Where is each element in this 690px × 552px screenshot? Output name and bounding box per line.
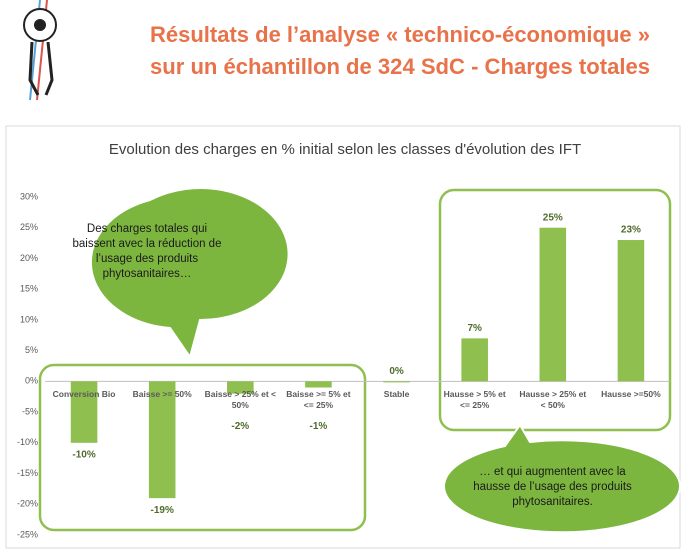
bar [383,381,410,383]
callout-text: … et qui augmentent avec la hausse de l’… [473,466,632,508]
value-label: -10% [72,449,95,460]
value-label: -2% [231,421,249,432]
slide-title: sur un échantillon de 324 SdC - Charges … [150,54,650,79]
bar [148,381,176,499]
callout-bubble [443,423,682,534]
y-tick-label: -20% [17,499,38,509]
group-frame [438,188,672,432]
callout-bubble [89,187,290,360]
value-label: 7% [467,323,482,334]
x-tick-label: Baisse > 25% et < 50% [204,389,276,411]
y-tick-label: 0% [25,376,38,386]
y-tick-label: -25% [17,529,38,539]
bar [305,381,332,388]
x-tick-label: Baisse >= 50% [132,389,192,400]
y-tick-label: 15% [20,284,38,294]
bar [539,227,567,382]
x-tick-label: Hausse >=50% [601,389,661,400]
y-tick-label: 30% [20,191,38,201]
y-tick-label: 25% [20,222,38,232]
callout-text: Des charges totales qui baissent avec la… [72,223,222,280]
y-tick-label: -5% [22,406,38,416]
chart-title: Evolution des charges en % initial selon… [108,141,582,158]
y-tick-label: 20% [20,253,38,263]
y-tick-label: 5% [25,345,38,355]
y-tick-label: -15% [17,468,38,478]
bar [461,338,488,382]
y-tick-label: 10% [20,314,38,324]
x-tick-label: Hausse > 25% et < 50% [519,389,587,411]
bar [617,240,645,382]
x-tick-label: Baisse >= 5% et <= 25% [286,389,351,411]
value-label: -1% [310,421,328,432]
y-tick-label: -10% [17,437,38,447]
value-label: -19% [151,505,174,516]
x-tick-label: Hausse > 5% et <= 25% [443,389,506,411]
value-label: 0% [389,366,404,377]
bar [227,381,254,394]
x-tick-label: Conversion Bio [52,389,116,400]
value-label: 23% [621,225,641,236]
x-tick-label: Stable [383,389,410,400]
bar [70,381,98,443]
group-frame [38,363,367,532]
slide-title: Résultats de l’analyse « technico-économ… [150,22,650,47]
logo [23,0,57,101]
value-label: 25% [543,212,563,223]
